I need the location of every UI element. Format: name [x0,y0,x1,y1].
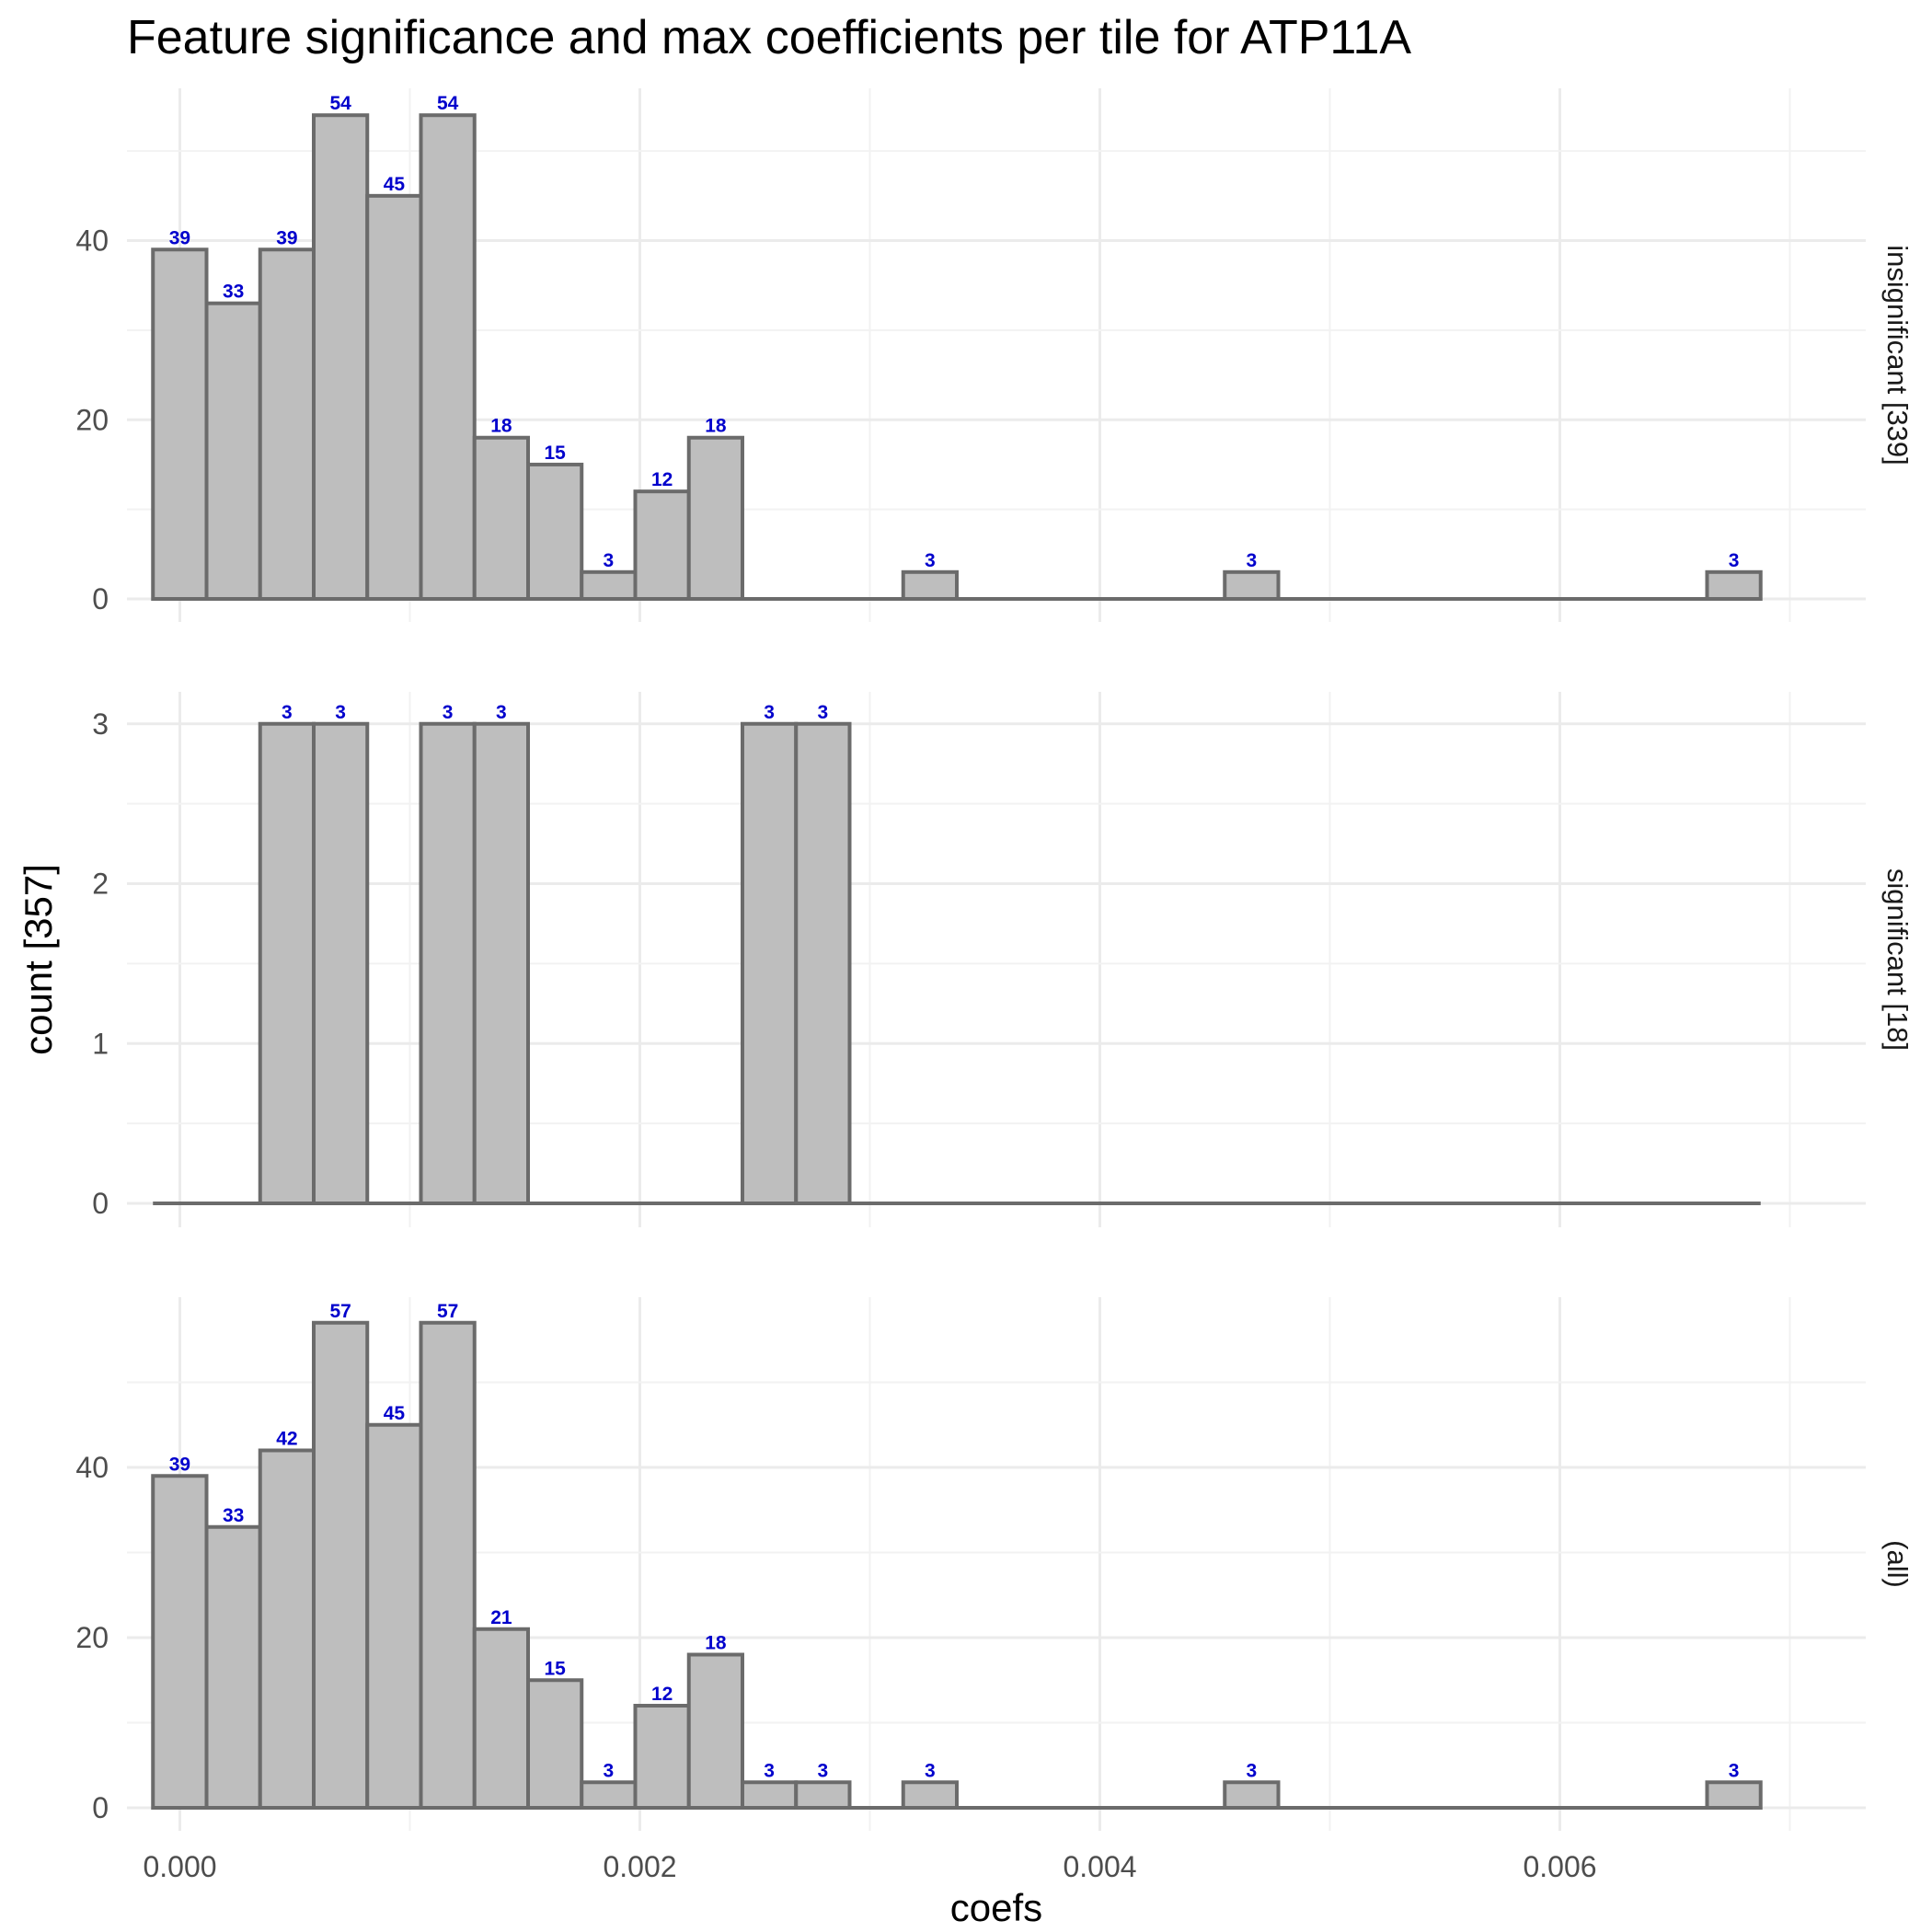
chart-title: Feature significance and max coefficient… [127,11,1411,64]
bar-count-label: 15 [544,1658,566,1679]
histogram-bar [312,113,370,602]
bar-count-label: 33 [223,282,244,303]
histogram-bar [472,1627,530,1810]
y-tick-label: 40 [75,224,109,258]
facet-strip-label: (all) [1881,1540,1914,1588]
histogram-bar [686,1652,744,1810]
histogram-bar [312,721,370,1205]
bar-count-label: 3 [443,702,454,723]
bar-count-label: 3 [496,702,507,723]
histogram-bar [472,721,530,1205]
y-tick-label: 0 [92,1187,109,1220]
bar-count-label: 3 [818,1760,829,1781]
histogram-bar [686,435,744,601]
histogram-bar [472,435,530,601]
bar-count-label: 39 [169,227,190,248]
histogram-bar [526,1678,584,1810]
histogram-bar [151,1474,209,1810]
facet-strip-label: significant [18] [1881,868,1914,1051]
y-tick-label: 20 [75,1621,109,1654]
bar-count-label: 57 [437,1301,458,1322]
bar-count-label: 3 [925,1760,936,1781]
histogram-bar [258,247,316,601]
histogram-bar [526,462,584,601]
bar-count-label: 57 [329,1301,351,1322]
bar-count-label: 42 [276,1429,297,1450]
histogram-bar [258,1448,316,1810]
bar-count-label: 3 [604,1760,615,1781]
histogram-bar [365,193,423,601]
bar-count-label: 21 [490,1607,512,1628]
x-axis: 0.000 0.002 0.004 0.006 [143,1850,1596,1883]
bar-count-label: 54 [329,93,351,114]
facet-strip-label: insignificant [339] [1881,245,1914,466]
histogram-bar [1705,1780,1763,1810]
bar-count-label: 12 [651,1684,673,1705]
y-tick-label: 2 [92,868,109,901]
bar-count-label: 3 [1729,1760,1740,1781]
histogram-bar [1705,569,1763,602]
histogram-bar [365,1422,423,1810]
panel-2: 0 1 2 3 3 3 3 3 3 3 significant [18] [92,692,1914,1227]
bar-count-label: 54 [437,93,459,114]
histogram-bar [633,1704,691,1810]
histogram-bar [419,1320,477,1810]
bar-count-label: 45 [384,1403,406,1424]
bar-count-label: 3 [1247,1760,1258,1781]
bar-count-label: 33 [223,1505,244,1526]
histogram-bar [1223,569,1281,602]
bar-count-label: 3 [764,702,775,723]
y-tick-label: 3 [92,707,109,741]
y-tick-label: 40 [75,1451,109,1484]
bar-count-label: 45 [384,174,406,195]
histogram-bar [901,1780,959,1810]
x-tick-label: 0.006 [1523,1850,1596,1883]
bar-count-label: 3 [818,702,829,723]
histogram-bar [580,1780,638,1810]
bar-count-label: 3 [925,550,936,571]
bar-count-label: 18 [705,416,727,437]
histogram-bar [419,721,477,1205]
x-tick-label: 0.004 [1063,1850,1136,1883]
histogram-bar [151,247,209,601]
histogram-bar [633,489,691,601]
histogram-bar [901,569,959,602]
bar-count-label: 18 [705,1633,727,1654]
histogram-bar [204,301,262,601]
x-tick-label: 0.002 [603,1850,676,1883]
histogram-bar [741,1780,799,1810]
y-tick-label: 20 [75,403,109,436]
bar-count-label: 15 [544,443,566,464]
histogram-bar [580,569,638,602]
bar-count-label: 3 [282,702,293,723]
bar-count-label: 3 [335,702,346,723]
histogram-bar [312,1320,370,1810]
bar-count-label: 39 [276,227,297,248]
bar-count-label: 39 [169,1454,190,1475]
x-axis-title: coefs [950,1886,1042,1929]
histogram-bar [419,113,477,602]
histogram-bar [741,721,799,1205]
histogram-bar [1223,1780,1281,1810]
x-tick-label: 0.000 [143,1850,216,1883]
histogram-bar [258,721,316,1205]
y-tick-label: 0 [92,1791,109,1824]
histogram-bar [204,1524,262,1810]
bar-count-label: 3 [1247,550,1258,571]
bar-count-label: 3 [604,550,615,571]
bar-count-label: 3 [764,1760,775,1781]
y-tick-label: 0 [92,582,109,615]
bar-count-label: 18 [490,416,512,437]
y-tick-label: 1 [92,1027,109,1060]
y-axis-title: count [357] [17,864,60,1055]
bar-count-label: 3 [1729,550,1740,571]
histogram-bar [794,721,852,1205]
bar-count-label: 12 [651,469,673,490]
histogram-bar [794,1780,852,1810]
